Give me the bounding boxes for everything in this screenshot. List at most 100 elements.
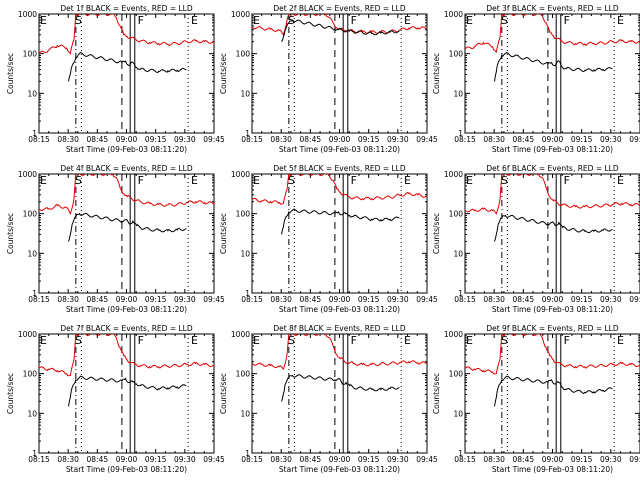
x-tick-label: 09:00 [329, 455, 351, 464]
x-tick-label: 08:15 [241, 295, 263, 304]
series-lld-line [465, 174, 640, 215]
x-tick-label: 09:30 [387, 455, 409, 464]
x-tick-label: 09:15 [145, 295, 167, 304]
x-axis-label: Start Time (09-Feb-03 08:11:20) [279, 145, 400, 154]
x-tick-label: 08:30 [483, 295, 505, 304]
x-tick-label: 09:00 [329, 135, 351, 144]
plot-frame [38, 13, 215, 134]
panel-title: Det 1f BLACK = Events, RED = LLD [60, 4, 193, 13]
event-marker-E: E [253, 174, 260, 187]
series-events-line [281, 374, 400, 402]
x-tick-label: 09:30 [600, 295, 622, 304]
event-marker-F: F [564, 14, 570, 27]
event-marker-F: F [138, 174, 144, 187]
x-tick-label: 09:30 [387, 295, 409, 304]
x-tick-label: 09:30 [174, 295, 196, 304]
x-tick-label: 08:30 [270, 295, 292, 304]
x-tick-label: 08:45 [300, 135, 322, 144]
event-marker-S: S [288, 334, 295, 347]
plot-frame [464, 333, 640, 454]
x-tick-label: 08:30 [57, 455, 79, 464]
x-tick-label: 09:15 [145, 455, 167, 464]
series-lld-line [39, 334, 214, 377]
x-tick-label: 08:45 [300, 455, 322, 464]
x-tick-label: 08:15 [454, 135, 476, 144]
x-tick-label: 09:45 [629, 135, 640, 144]
y-tick-label: 1 [458, 449, 463, 458]
x-tick-label: 08:45 [513, 455, 535, 464]
y-tick-label: 10 [453, 409, 463, 418]
panel-title: Det 6f BLACK = Events, RED = LLD [486, 164, 619, 173]
x-tick-label: 08:30 [57, 295, 79, 304]
y-tick-label: 1 [245, 129, 250, 138]
x-tick-label: 09:30 [600, 455, 622, 464]
y-tick-label: 1 [32, 129, 37, 138]
panel-1: Det 1f BLACK = Events, RED = LLD 1 10 100 10… [6, 4, 225, 154]
x-tick-label: 09:45 [629, 295, 640, 304]
x-tick-label: 09:45 [203, 295, 225, 304]
panel-title: Det 9f BLACK = Events, RED = LLD [486, 324, 619, 333]
y-axis-label: Counts/sec [6, 373, 15, 414]
y-tick-label: 1000 [231, 330, 250, 339]
y-tick-label: 100 [23, 210, 38, 219]
series-events-line [281, 208, 400, 235]
event-marker-S: S [501, 14, 508, 27]
x-axis-label: Start Time (09-Feb-03 08:11:20) [279, 305, 400, 314]
event-marker-E: E [404, 14, 411, 27]
y-axis-label: Counts/sec [6, 213, 15, 254]
event-marker-E: E [617, 174, 624, 187]
y-tick-label: 10 [240, 249, 250, 258]
plot-frame [251, 13, 428, 134]
panel-4: Det 4f BLACK = Events, RED = LLD 1 10 100 10… [6, 164, 225, 314]
x-tick-label: 08:30 [483, 135, 505, 144]
x-tick-label: 09:30 [600, 135, 622, 144]
panel-2: Det 2f BLACK = Events, RED = LLD 1 10 100 10… [219, 4, 438, 154]
y-tick-label: 1 [32, 449, 37, 458]
y-tick-label: 1 [245, 449, 250, 458]
event-marker-S: S [501, 334, 508, 347]
x-tick-label: 08:45 [513, 295, 535, 304]
y-tick-label: 10 [453, 249, 463, 258]
event-marker-E: E [617, 334, 624, 347]
panel-8: Det 8f BLACK = Events, RED = LLD 1 10 100 10… [219, 324, 438, 474]
x-tick-label: 08:45 [87, 135, 109, 144]
y-tick-label: 100 [23, 370, 38, 379]
x-tick-label: 09:00 [116, 135, 138, 144]
event-marker-E: E [40, 14, 47, 27]
y-tick-label: 100 [236, 50, 251, 59]
event-marker-F: F [564, 174, 570, 187]
plot-frame [464, 173, 640, 294]
series-events-line [281, 19, 400, 42]
y-tick-label: 100 [236, 210, 251, 219]
y-tick-label: 1 [245, 289, 250, 298]
x-tick-label: 09:15 [358, 135, 380, 144]
panel-title: Det 3f BLACK = Events, RED = LLD [486, 4, 619, 13]
series-events-line [494, 214, 613, 242]
x-axis-label: Start Time (09-Feb-03 08:11:20) [279, 465, 400, 474]
x-tick-label: 08:30 [270, 135, 292, 144]
x-tick-label: 09:00 [542, 455, 564, 464]
event-marker-E: E [40, 174, 47, 187]
series-events-line [68, 51, 187, 82]
event-marker-S: S [75, 174, 82, 187]
panel-3: Det 3f BLACK = Events, RED = LLD 1 10 100 10… [432, 4, 640, 154]
y-tick-label: 100 [236, 370, 251, 379]
event-marker-E: E [617, 14, 624, 27]
panel-6: Det 6f BLACK = Events, RED = LLD 1 10 100 10… [432, 164, 640, 314]
event-marker-E: E [466, 14, 473, 27]
x-tick-label: 09:45 [203, 135, 225, 144]
event-marker-E: E [466, 174, 473, 187]
series-events-line [68, 212, 187, 242]
x-tick-label: 08:45 [87, 295, 109, 304]
x-tick-label: 08:15 [454, 455, 476, 464]
y-tick-label: 1000 [231, 10, 250, 19]
x-tick-label: 09:00 [116, 295, 138, 304]
y-tick-label: 1000 [444, 10, 463, 19]
x-tick-label: 08:45 [87, 455, 109, 464]
x-axis-label: Start Time (09-Feb-03 08:11:20) [66, 305, 187, 314]
y-tick-label: 100 [449, 50, 464, 59]
y-tick-label: 1000 [18, 10, 37, 19]
event-marker-S: S [75, 334, 82, 347]
x-tick-label: 09:15 [145, 135, 167, 144]
